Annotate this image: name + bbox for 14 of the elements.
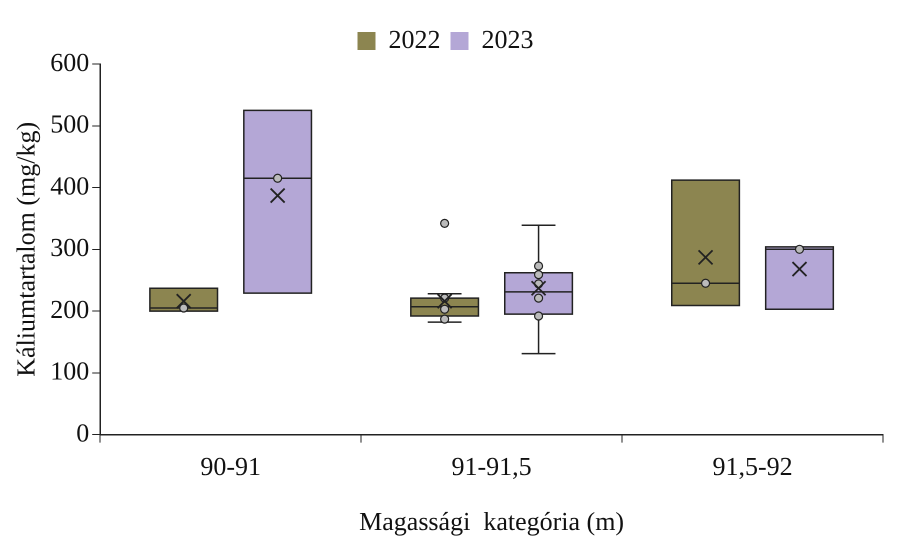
y-tick-label: 600: [50, 48, 90, 77]
legend-label: 2023: [482, 24, 534, 54]
x-tick-label: 91,5-92: [712, 452, 793, 482]
x-axis-title: Magassági kategória (m): [359, 507, 624, 536]
y-tick-label: 200: [50, 294, 90, 324]
y-axis-title: Káliumtartalom (mg/kg): [11, 122, 40, 377]
y-tick-label: 300: [50, 233, 90, 262]
x-tick-label: 90-91: [200, 452, 262, 482]
y-tick-label: 0: [76, 418, 90, 448]
y-tick-label: 400: [50, 171, 90, 200]
y-tick-label: 500: [50, 110, 90, 139]
legend-label: 2022: [388, 24, 440, 54]
y-tick-label: 100: [50, 356, 90, 386]
x-tick-label: 91-91,5: [452, 452, 532, 482]
